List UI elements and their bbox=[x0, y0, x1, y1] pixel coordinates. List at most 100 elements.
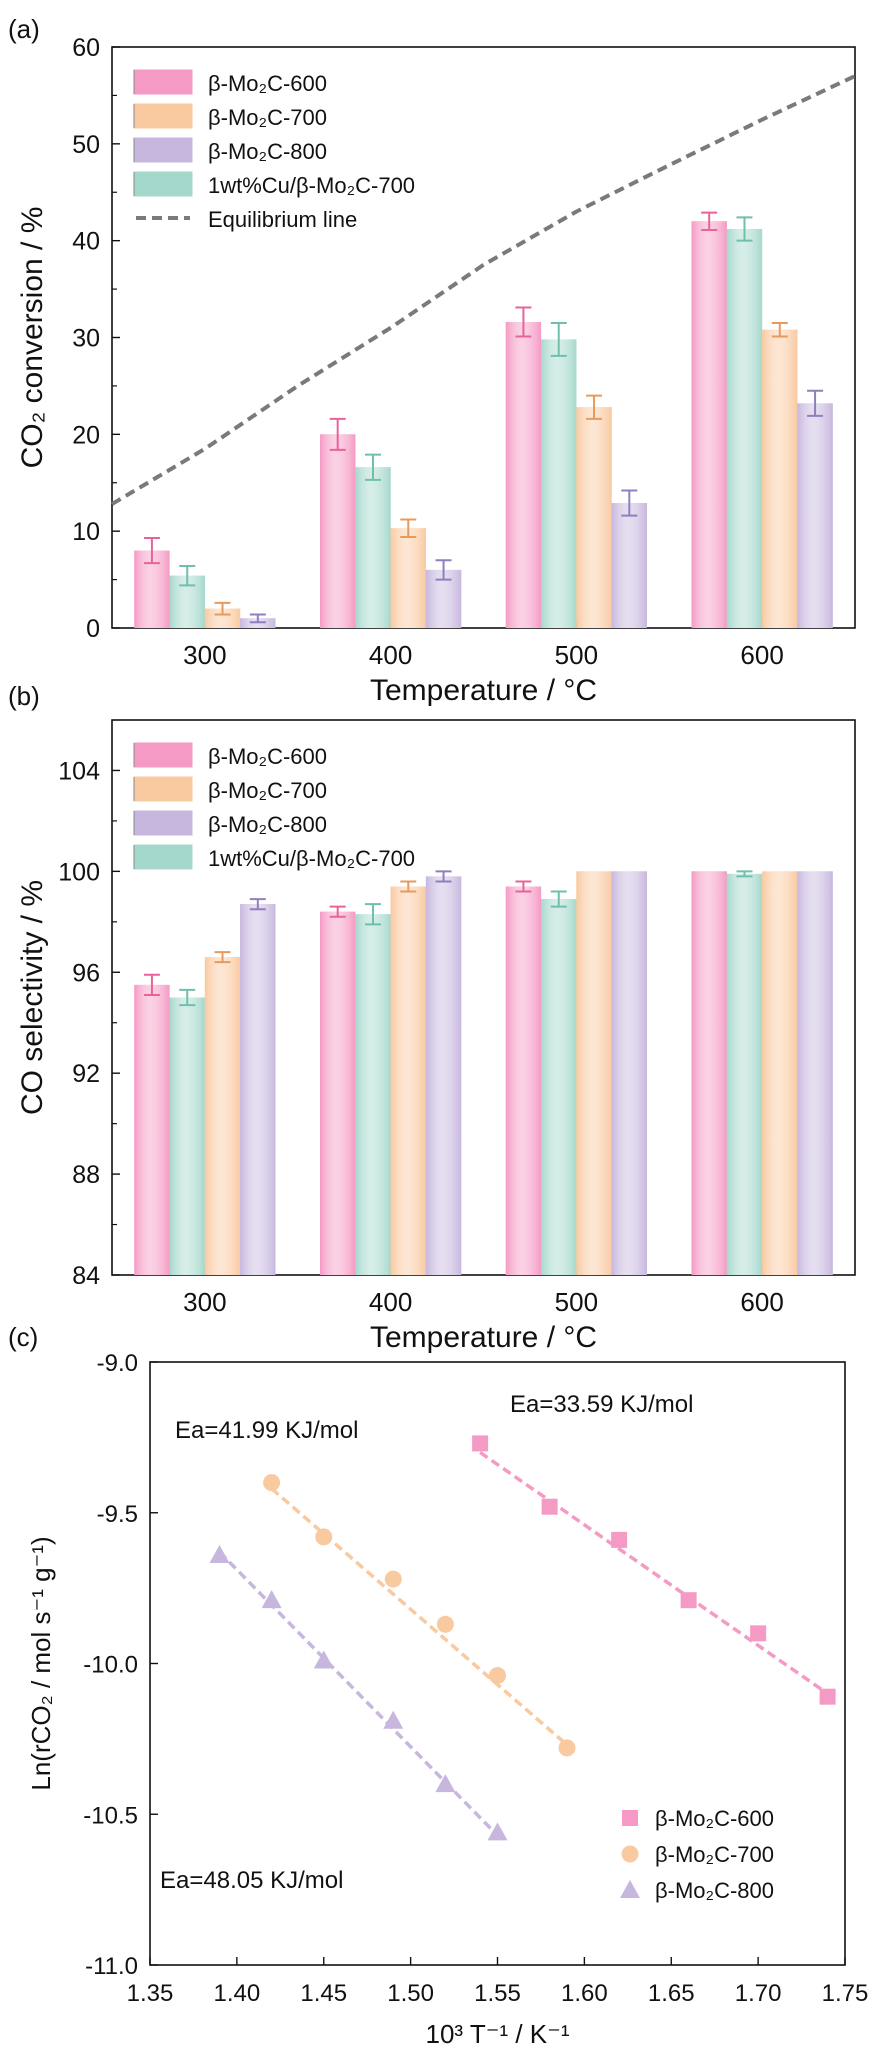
y-axis-title: CO selectivity / % bbox=[16, 880, 49, 1115]
fit-line bbox=[479, 1451, 829, 1696]
bar-shade bbox=[726, 229, 763, 628]
y-tick-label: 84 bbox=[72, 1262, 100, 1290]
y-tick-label: 88 bbox=[72, 1161, 100, 1189]
bar-shade bbox=[611, 871, 647, 1275]
x-axis-title: Temperature / °C bbox=[370, 674, 597, 707]
equilibrium-line bbox=[110, 74, 856, 506]
x-tick-label: 1.60 bbox=[561, 1980, 608, 2007]
x-tick-label: 400 bbox=[369, 1287, 412, 1317]
data-point bbox=[436, 1615, 454, 1633]
legend-swatch bbox=[133, 742, 193, 768]
y-tick-label: 20 bbox=[72, 421, 100, 449]
y-tick-label: 100 bbox=[58, 858, 100, 886]
legend-swatch bbox=[133, 810, 193, 836]
x-tick-label: 600 bbox=[740, 1287, 783, 1317]
y-tick-label: -10.5 bbox=[83, 1802, 138, 1829]
panel-b: (b) 84 88 92 96 100 104 300 400 500 600 Temperature… bbox=[8, 681, 856, 1354]
bar-shade bbox=[762, 871, 798, 1275]
fit-line bbox=[218, 1550, 499, 1837]
bar-shade bbox=[797, 403, 833, 628]
legend-swatch bbox=[133, 844, 193, 870]
data-point bbox=[541, 1498, 558, 1515]
x-tick-label: 600 bbox=[740, 640, 783, 670]
legend-marker bbox=[622, 1810, 638, 1826]
bar-shade bbox=[134, 984, 170, 1275]
x-tick-label: 1.50 bbox=[387, 1980, 434, 2007]
x-tick-label: 400 bbox=[369, 640, 412, 670]
legend-label: β-Mo₂C-600 bbox=[655, 1806, 774, 1831]
panel-label: (c) bbox=[8, 1322, 38, 1352]
y-tick-label: 30 bbox=[72, 325, 100, 353]
bar-shade bbox=[240, 904, 276, 1275]
bar-shade bbox=[425, 876, 462, 1275]
bar-shade bbox=[762, 329, 798, 628]
panel-label: (b) bbox=[8, 681, 40, 711]
bar-shade bbox=[320, 911, 356, 1275]
bar-shade bbox=[355, 467, 391, 628]
y-tick-label: -11.0 bbox=[85, 1953, 138, 1980]
y-tick-label: 104 bbox=[58, 757, 100, 785]
ea-annotation: Ea=48.05 KJ/mol bbox=[160, 1867, 343, 1894]
data-point bbox=[487, 1822, 508, 1841]
x-tick-label: 1.35 bbox=[127, 1980, 174, 2007]
bar-shade bbox=[691, 221, 727, 629]
x-axis-title: 10³ T⁻¹ / K⁻¹ bbox=[426, 2019, 570, 2049]
plot-frame bbox=[111, 719, 856, 1276]
data-point bbox=[263, 1474, 281, 1492]
x-tick-label: 1.40 bbox=[214, 1980, 261, 2007]
bar-shade bbox=[797, 871, 833, 1275]
legend-label: β-Mo₂C-600 bbox=[208, 71, 327, 96]
bar-shade bbox=[576, 407, 612, 628]
data-point bbox=[819, 1688, 836, 1705]
y-tick-label: 0 bbox=[86, 615, 100, 643]
panel-c: (c) 1.35 1.40 1.45 1.50 1.55 1.60 1.65 1.70 1.75 -… bbox=[8, 1322, 868, 2049]
data-point bbox=[472, 1435, 489, 1452]
legend: β-Mo₂C-600 β-Mo₂C-700 β-Mo₂C-800 1wt%Cu/β-M… bbox=[133, 69, 415, 232]
y-tick-label: -9.0 bbox=[97, 1350, 138, 1377]
bar-shade bbox=[355, 914, 391, 1275]
data-point bbox=[261, 1590, 282, 1609]
x-tick-label: 500 bbox=[555, 1287, 598, 1317]
y-tick-label: -9.5 bbox=[97, 1501, 138, 1528]
bar-shade bbox=[169, 997, 205, 1275]
bar-shade bbox=[320, 434, 356, 628]
ea-annotation: Ea=33.59 KJ/mol bbox=[510, 1391, 693, 1418]
data-point bbox=[611, 1531, 628, 1548]
legend-label: β-Mo₂C-800 bbox=[655, 1878, 774, 1903]
legend-label: β-Mo₂C-700 bbox=[208, 105, 327, 130]
bar-shade bbox=[204, 957, 241, 1275]
bar-shade bbox=[726, 873, 763, 1275]
y-tick-label: 92 bbox=[72, 1060, 100, 1088]
legend: β-Mo₂C-600 β-Mo₂C-700 β-Mo₂C-800 1wt%Cu/β-M… bbox=[133, 742, 415, 871]
data-point bbox=[558, 1739, 576, 1757]
legend-label: β-Mo₂C-800 bbox=[208, 139, 327, 164]
legend-label: Equilibrium line bbox=[208, 207, 357, 232]
data-point bbox=[384, 1570, 402, 1588]
x-tick-label: 300 bbox=[183, 640, 226, 670]
legend-swatch bbox=[133, 137, 193, 163]
data-point bbox=[313, 1650, 334, 1669]
x-tick-label: 1.45 bbox=[300, 1980, 347, 2007]
legend-label: 1wt%Cu/β-Mo₂C-700 bbox=[208, 173, 415, 198]
y-tick-label: 96 bbox=[72, 959, 100, 987]
y-tick-label: 40 bbox=[72, 228, 100, 256]
bar-shade bbox=[541, 339, 577, 628]
ea-annotation: Ea=41.99 KJ/mol bbox=[175, 1417, 358, 1444]
y-tick-label: 60 bbox=[72, 34, 100, 62]
bar-shade bbox=[611, 503, 647, 628]
y-tick-label: 10 bbox=[72, 518, 100, 546]
bar-shade bbox=[204, 608, 241, 628]
legend-marker bbox=[621, 1845, 639, 1863]
legend-swatch bbox=[133, 776, 193, 802]
legend: β-Mo₂C-600 β-Mo₂C-700 β-Mo₂C-800 bbox=[620, 1806, 774, 1903]
x-tick-label: 1.55 bbox=[474, 1980, 521, 2007]
bar-shade bbox=[390, 886, 426, 1275]
bar-shade bbox=[576, 871, 612, 1275]
data-point bbox=[750, 1625, 767, 1642]
legend-swatch bbox=[133, 103, 193, 129]
y-tick-label: -10.0 bbox=[83, 1652, 138, 1679]
legend-swatch bbox=[133, 69, 193, 95]
bar-shade bbox=[505, 322, 542, 628]
x-tick-label: 1.75 bbox=[822, 1980, 869, 2007]
y-axis-title: CO₂ conversion / % bbox=[16, 207, 49, 469]
